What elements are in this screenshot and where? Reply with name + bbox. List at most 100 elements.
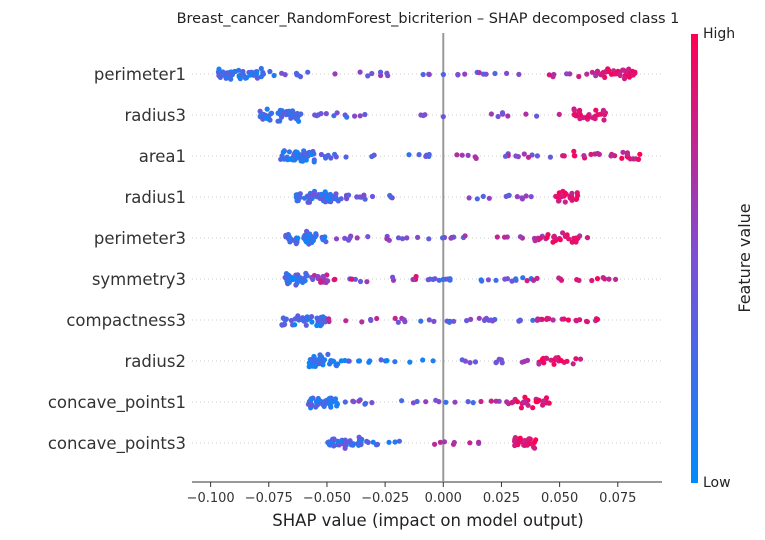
shap-point: [415, 234, 421, 240]
shap-point: [304, 314, 310, 320]
shap-point: [267, 68, 273, 75]
shap-point: [396, 438, 402, 444]
x-tick-label: 0.025: [483, 491, 520, 506]
shap-point: [441, 439, 448, 445]
shap-point: [534, 275, 540, 281]
shap-point: [356, 434, 362, 440]
x-tick-label: −0.075: [245, 491, 293, 506]
shap-point: [368, 316, 374, 323]
shap-point: [577, 107, 583, 113]
shap-point: [301, 150, 307, 156]
shap-point: [509, 278, 515, 284]
shap-point: [523, 193, 529, 199]
shap-point: [334, 400, 340, 406]
shap-point: [343, 154, 349, 160]
shap-point: [519, 196, 526, 202]
shap-point: [414, 398, 420, 405]
shap-point: [332, 71, 338, 77]
shap-point: [495, 113, 501, 120]
shap-point: [472, 154, 478, 160]
x-tick-label: −0.050: [303, 491, 351, 506]
shap-point: [297, 278, 303, 284]
shap-point: [332, 151, 338, 157]
shap-point: [577, 116, 583, 122]
shap-point: [325, 152, 331, 158]
shap-point: [535, 317, 541, 323]
shap-point: [352, 276, 358, 282]
shap-point: [315, 273, 321, 280]
x-axis-label: SHAP value (impact on model output): [272, 511, 583, 530]
shap-point: [295, 235, 301, 241]
shap-point: [362, 196, 368, 202]
shap-point: [347, 235, 353, 241]
shap-point: [465, 399, 471, 405]
shap-point: [328, 399, 334, 405]
shap-point: [564, 71, 570, 77]
shap-point: [588, 151, 594, 157]
shap-point: [504, 70, 510, 76]
shap-point: [326, 318, 332, 325]
shap-point: [620, 149, 626, 155]
shap-point: [283, 112, 289, 118]
shap-point: [465, 152, 471, 158]
shap-point: [426, 236, 432, 242]
shap-point: [568, 195, 575, 202]
shap-point: [216, 73, 222, 79]
shap-point: [268, 110, 275, 116]
shap-point: [462, 358, 468, 364]
shap-point: [388, 194, 394, 200]
shap-point: [447, 276, 453, 282]
shap-point: [323, 239, 329, 245]
shap-point: [365, 439, 371, 445]
shap-point: [294, 149, 300, 155]
shap-point: [392, 359, 398, 365]
shap-point: [331, 443, 337, 449]
shap-point: [314, 402, 320, 408]
shap-point: [584, 235, 591, 241]
shap-point: [516, 318, 522, 324]
shap-point: [467, 440, 473, 446]
shap-point: [483, 315, 489, 321]
shap-point: [433, 397, 439, 403]
shap-point: [476, 70, 482, 76]
shap-point: [305, 69, 311, 75]
shap-point: [298, 158, 304, 164]
shap-point: [332, 396, 339, 402]
shap-point: [362, 111, 368, 118]
shap-point: [613, 276, 619, 282]
shap-point: [624, 151, 631, 157]
shap-point: [571, 112, 577, 118]
shap-point: [462, 71, 468, 77]
shap-point: [430, 276, 436, 282]
colorbar-high-label: High: [703, 26, 735, 42]
shap-point: [496, 356, 502, 362]
shap-point: [544, 315, 550, 321]
shap-point: [569, 190, 575, 196]
shap-point: [523, 111, 529, 117]
shap-point: [332, 276, 338, 282]
shap-point: [452, 399, 458, 405]
shap-point: [601, 109, 607, 115]
shap-point: [536, 397, 542, 403]
shap-point: [629, 72, 636, 78]
shap-point: [451, 318, 457, 324]
shap-point: [369, 153, 375, 160]
shap-point: [532, 445, 538, 451]
shap-point: [551, 71, 557, 78]
shap-point: [320, 402, 326, 408]
shap-point: [499, 360, 505, 366]
shap-point: [420, 71, 426, 78]
shap-point: [369, 70, 375, 77]
shap-point: [279, 322, 285, 328]
shap-point: [625, 73, 632, 79]
shap-point: [309, 356, 315, 362]
shap-point: [504, 276, 511, 282]
shap-point: [584, 71, 590, 77]
shap-point: [600, 275, 606, 281]
shap-point: [407, 359, 413, 365]
shap-point: [637, 151, 643, 157]
shap-point: [228, 73, 234, 79]
shap-point: [594, 69, 600, 75]
shap-point: [539, 316, 545, 322]
shap-point: [333, 196, 340, 202]
